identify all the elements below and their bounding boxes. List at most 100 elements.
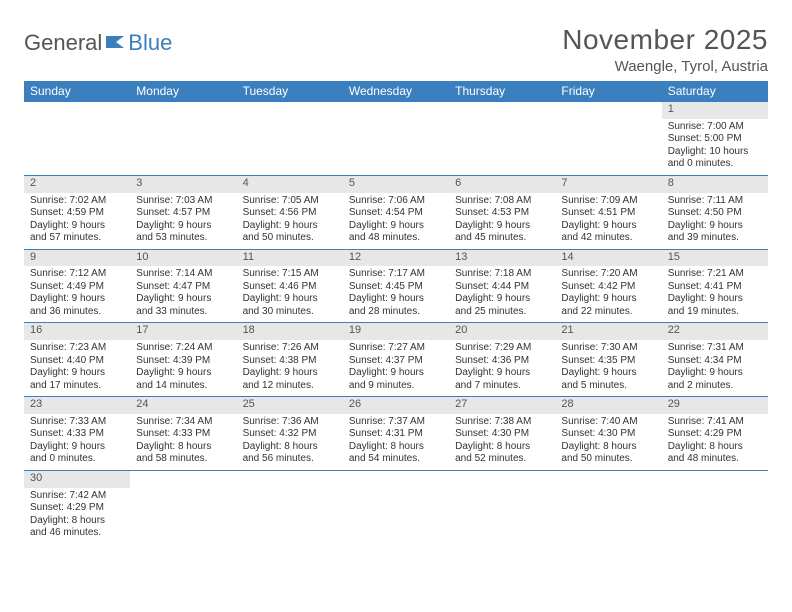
sunset-text: Sunset: 4:59 PM bbox=[30, 207, 124, 220]
daylight-text: Daylight: 9 hours and 19 minutes. bbox=[668, 293, 762, 318]
day-cell: 15Sunrise: 7:21 AMSunset: 4:41 PMDayligh… bbox=[662, 250, 768, 323]
day-cell: 29Sunrise: 7:41 AMSunset: 4:29 PMDayligh… bbox=[662, 397, 768, 470]
daylight-text: Daylight: 9 hours and 57 minutes. bbox=[30, 220, 124, 245]
sunset-text: Sunset: 4:30 PM bbox=[561, 428, 655, 441]
day-cell: 25Sunrise: 7:36 AMSunset: 4:32 PMDayligh… bbox=[237, 397, 343, 470]
sunrise-text: Sunrise: 7:17 AM bbox=[349, 268, 443, 281]
week-row: 2Sunrise: 7:02 AMSunset: 4:59 PMDaylight… bbox=[24, 176, 768, 250]
daylight-text: Daylight: 9 hours and 17 minutes. bbox=[30, 367, 124, 392]
sunrise-text: Sunrise: 7:18 AM bbox=[455, 268, 549, 281]
day-number: 10 bbox=[130, 250, 236, 267]
day-cell: 6Sunrise: 7:08 AMSunset: 4:53 PMDaylight… bbox=[449, 176, 555, 249]
daylight-text: Daylight: 9 hours and 9 minutes. bbox=[349, 367, 443, 392]
day-body: Sunrise: 7:12 AMSunset: 4:49 PMDaylight:… bbox=[24, 266, 130, 322]
day-cell-empty bbox=[343, 102, 449, 175]
header: GeneralBlue November 2025 Waengle, Tyrol… bbox=[24, 24, 768, 75]
sunset-text: Sunset: 4:39 PM bbox=[136, 355, 230, 368]
day-number: 21 bbox=[555, 323, 661, 340]
daylight-text: Daylight: 9 hours and 45 minutes. bbox=[455, 220, 549, 245]
day-cell: 24Sunrise: 7:34 AMSunset: 4:33 PMDayligh… bbox=[130, 397, 236, 470]
sunrise-text: Sunrise: 7:31 AM bbox=[668, 342, 762, 355]
weekday-header: Thursday bbox=[449, 81, 555, 102]
sunrise-text: Sunrise: 7:30 AM bbox=[561, 342, 655, 355]
day-body: Sunrise: 7:31 AMSunset: 4:34 PMDaylight:… bbox=[662, 340, 768, 396]
sunrise-text: Sunrise: 7:14 AM bbox=[136, 268, 230, 281]
day-body: Sunrise: 7:11 AMSunset: 4:50 PMDaylight:… bbox=[662, 193, 768, 249]
sunrise-text: Sunrise: 7:20 AM bbox=[561, 268, 655, 281]
weekday-header: Monday bbox=[130, 81, 236, 102]
sunrise-text: Sunrise: 7:12 AM bbox=[30, 268, 124, 281]
day-cell: 7Sunrise: 7:09 AMSunset: 4:51 PMDaylight… bbox=[555, 176, 661, 249]
day-body: Sunrise: 7:26 AMSunset: 4:38 PMDaylight:… bbox=[237, 340, 343, 396]
day-cell: 12Sunrise: 7:17 AMSunset: 4:45 PMDayligh… bbox=[343, 250, 449, 323]
sunset-text: Sunset: 4:36 PM bbox=[455, 355, 549, 368]
sunset-text: Sunset: 4:40 PM bbox=[30, 355, 124, 368]
day-body: Sunrise: 7:06 AMSunset: 4:54 PMDaylight:… bbox=[343, 193, 449, 249]
daylight-text: Daylight: 9 hours and 14 minutes. bbox=[136, 367, 230, 392]
day-cell: 30Sunrise: 7:42 AMSunset: 4:29 PMDayligh… bbox=[24, 471, 130, 544]
day-number: 3 bbox=[130, 176, 236, 193]
day-cell: 11Sunrise: 7:15 AMSunset: 4:46 PMDayligh… bbox=[237, 250, 343, 323]
sunset-text: Sunset: 4:29 PM bbox=[30, 502, 124, 515]
sunrise-text: Sunrise: 7:05 AM bbox=[243, 195, 337, 208]
weekday-header-row: SundayMondayTuesdayWednesdayThursdayFrid… bbox=[24, 81, 768, 102]
week-row: 1Sunrise: 7:00 AMSunset: 5:00 PMDaylight… bbox=[24, 102, 768, 176]
sunset-text: Sunset: 4:50 PM bbox=[668, 207, 762, 220]
daylight-text: Daylight: 9 hours and 33 minutes. bbox=[136, 293, 230, 318]
day-body: Sunrise: 7:42 AMSunset: 4:29 PMDaylight:… bbox=[24, 488, 130, 544]
daylight-text: Daylight: 9 hours and 39 minutes. bbox=[668, 220, 762, 245]
sunset-text: Sunset: 4:29 PM bbox=[668, 428, 762, 441]
day-cell-empty bbox=[449, 471, 555, 544]
daylight-text: Daylight: 8 hours and 56 minutes. bbox=[243, 441, 337, 466]
daylight-text: Daylight: 10 hours and 0 minutes. bbox=[668, 146, 762, 171]
location-text: Waengle, Tyrol, Austria bbox=[562, 58, 768, 75]
sunset-text: Sunset: 4:35 PM bbox=[561, 355, 655, 368]
sunrise-text: Sunrise: 7:33 AM bbox=[30, 416, 124, 429]
day-number: 11 bbox=[237, 250, 343, 267]
sunset-text: Sunset: 4:33 PM bbox=[136, 428, 230, 441]
day-number: 13 bbox=[449, 250, 555, 267]
day-cell: 27Sunrise: 7:38 AMSunset: 4:30 PMDayligh… bbox=[449, 397, 555, 470]
day-cell: 5Sunrise: 7:06 AMSunset: 4:54 PMDaylight… bbox=[343, 176, 449, 249]
day-body: Sunrise: 7:08 AMSunset: 4:53 PMDaylight:… bbox=[449, 193, 555, 249]
day-cell-empty bbox=[555, 102, 661, 175]
day-number: 5 bbox=[343, 176, 449, 193]
sunset-text: Sunset: 4:37 PM bbox=[349, 355, 443, 368]
weekday-header: Saturday bbox=[662, 81, 768, 102]
week-row: 9Sunrise: 7:12 AMSunset: 4:49 PMDaylight… bbox=[24, 250, 768, 324]
day-number: 29 bbox=[662, 397, 768, 414]
day-body: Sunrise: 7:27 AMSunset: 4:37 PMDaylight:… bbox=[343, 340, 449, 396]
brand-logo: GeneralBlue bbox=[24, 30, 172, 56]
day-cell: 17Sunrise: 7:24 AMSunset: 4:39 PMDayligh… bbox=[130, 323, 236, 396]
day-number: 22 bbox=[662, 323, 768, 340]
daylight-text: Daylight: 9 hours and 0 minutes. bbox=[30, 441, 124, 466]
sunset-text: Sunset: 4:32 PM bbox=[243, 428, 337, 441]
day-body: Sunrise: 7:15 AMSunset: 4:46 PMDaylight:… bbox=[237, 266, 343, 322]
sunset-text: Sunset: 4:53 PM bbox=[455, 207, 549, 220]
week-row: 30Sunrise: 7:42 AMSunset: 4:29 PMDayligh… bbox=[24, 471, 768, 544]
day-body: Sunrise: 7:17 AMSunset: 4:45 PMDaylight:… bbox=[343, 266, 449, 322]
sunrise-text: Sunrise: 7:36 AM bbox=[243, 416, 337, 429]
daylight-text: Daylight: 9 hours and 2 minutes. bbox=[668, 367, 762, 392]
day-cell: 2Sunrise: 7:02 AMSunset: 4:59 PMDaylight… bbox=[24, 176, 130, 249]
day-body: Sunrise: 7:40 AMSunset: 4:30 PMDaylight:… bbox=[555, 414, 661, 470]
sunset-text: Sunset: 4:56 PM bbox=[243, 207, 337, 220]
day-body: Sunrise: 7:36 AMSunset: 4:32 PMDaylight:… bbox=[237, 414, 343, 470]
daylight-text: Daylight: 9 hours and 36 minutes. bbox=[30, 293, 124, 318]
sunset-text: Sunset: 4:31 PM bbox=[349, 428, 443, 441]
day-number: 24 bbox=[130, 397, 236, 414]
day-cell: 14Sunrise: 7:20 AMSunset: 4:42 PMDayligh… bbox=[555, 250, 661, 323]
daylight-text: Daylight: 8 hours and 48 minutes. bbox=[668, 441, 762, 466]
sunrise-text: Sunrise: 7:27 AM bbox=[349, 342, 443, 355]
day-cell-empty bbox=[662, 471, 768, 544]
sunset-text: Sunset: 4:47 PM bbox=[136, 281, 230, 294]
daylight-text: Daylight: 9 hours and 28 minutes. bbox=[349, 293, 443, 318]
day-cell-empty bbox=[449, 102, 555, 175]
sunset-text: Sunset: 4:51 PM bbox=[561, 207, 655, 220]
day-cell: 10Sunrise: 7:14 AMSunset: 4:47 PMDayligh… bbox=[130, 250, 236, 323]
sunset-text: Sunset: 5:00 PM bbox=[668, 133, 762, 146]
day-body: Sunrise: 7:37 AMSunset: 4:31 PMDaylight:… bbox=[343, 414, 449, 470]
daylight-text: Daylight: 9 hours and 7 minutes. bbox=[455, 367, 549, 392]
sunset-text: Sunset: 4:46 PM bbox=[243, 281, 337, 294]
day-number: 14 bbox=[555, 250, 661, 267]
